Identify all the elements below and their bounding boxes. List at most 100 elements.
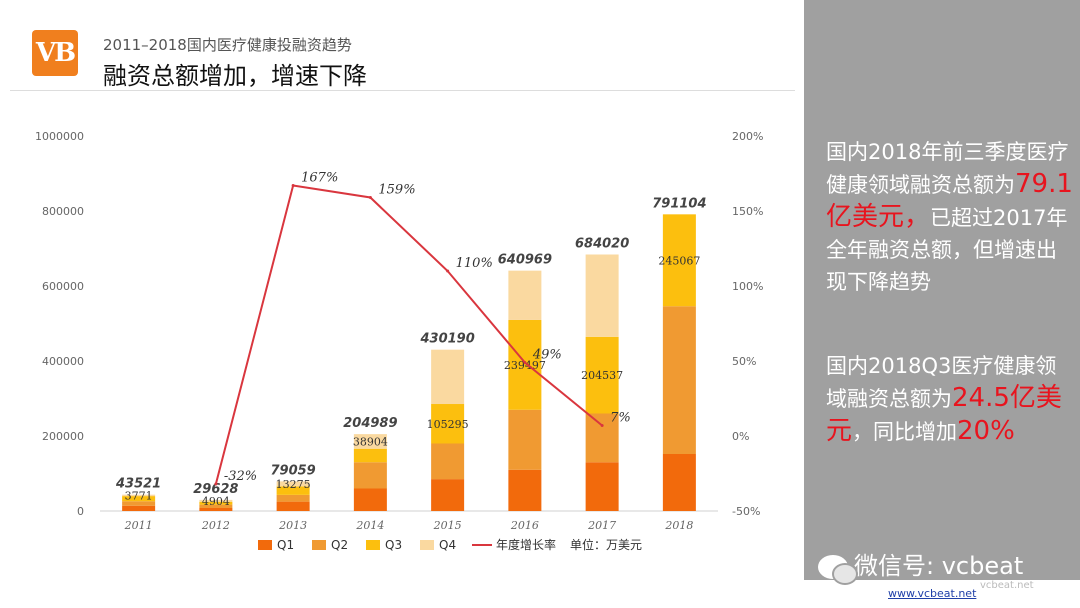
bar-q4 <box>431 349 465 405</box>
x-tick-label: 2018 <box>664 519 693 532</box>
x-tick-label: 2015 <box>433 519 462 532</box>
bar-q4 <box>199 499 233 502</box>
slide-subtitle: 2011–2018国内医疗健康投融资趋势 <box>103 36 352 54</box>
bar-q3 <box>508 319 542 410</box>
summary-text: 国内2018Q3医疗健康领域融资总额为 <box>826 354 1057 411</box>
y-tick-label: 600000 <box>42 280 84 293</box>
growth-rate-point <box>600 424 604 427</box>
x-tick-label: 2012 <box>201 519 230 532</box>
bar-q2 <box>585 413 619 463</box>
bar-q1 <box>662 454 696 511</box>
bar-segment-label: 13275 <box>276 478 311 491</box>
bar-q2 <box>276 494 310 502</box>
bar-segment-label: 204537 <box>581 369 623 382</box>
summary-paragraph-2: 国内2018Q3医疗健康领域融资总额为24.5亿美元，同比增加20% <box>826 350 1076 448</box>
bar-q1 <box>508 469 542 511</box>
bar-q4 <box>122 494 156 497</box>
bar-total-label: 430190 <box>419 332 474 347</box>
watermark-small: vcbeat.net <box>980 580 1034 591</box>
legend-label: Q2 <box>331 538 348 552</box>
growth-rate-point <box>523 361 527 364</box>
bar-segment-label: 245067 <box>658 254 700 267</box>
bar-total-label: 640969 <box>498 253 552 268</box>
y-tick-label: 0 <box>77 505 84 518</box>
bar-total-label: 684020 <box>575 236 629 251</box>
watermark-text: 微信号: vcbeat <box>854 552 1024 580</box>
bar-q3 <box>122 496 156 502</box>
bar-total-label: 791104 <box>652 196 706 211</box>
x-tick-label: 2017 <box>587 519 616 532</box>
wechat-watermark: 微信号: vcbeat <box>818 546 1024 585</box>
y2-tick-label: 200% <box>732 130 763 143</box>
bar-q2 <box>122 501 156 506</box>
bar-q3 <box>662 214 696 307</box>
bar-q1 <box>199 508 233 511</box>
legend-swatch-q4 <box>420 540 434 550</box>
bar-q1 <box>585 462 619 511</box>
bar-q2 <box>431 443 465 480</box>
bar-q1 <box>276 501 310 511</box>
x-tick-label: 2011 <box>124 519 153 532</box>
bar-segment-label: 4904 <box>202 495 230 508</box>
x-tick-label: 2016 <box>510 519 539 532</box>
bar-segment-label: 239497 <box>504 359 546 372</box>
y2-tick-label: 0% <box>732 430 749 443</box>
bar-q4 <box>276 481 310 487</box>
footer-link[interactable]: www.vcbeat.net <box>888 587 977 600</box>
bar-q3 <box>431 404 465 444</box>
slide-title: 融资总额增加，增速下降 <box>103 62 367 90</box>
growth-rate-point <box>291 184 295 187</box>
bar-total-label: 43521 <box>115 477 161 492</box>
legend-swatch-q3 <box>366 540 380 550</box>
legend-label: 年度增长率 <box>496 537 556 552</box>
y-tick-label: 800000 <box>42 205 84 218</box>
y-tick-label: 1000000 <box>35 130 84 143</box>
y-tick-label: 400000 <box>42 355 84 368</box>
vcbeat-logo: VB <box>32 30 78 76</box>
bar-q3 <box>276 486 310 495</box>
bar-total-label: 79059 <box>271 463 316 478</box>
highlight-percent: 20% <box>957 416 1015 446</box>
legend-swatch-q1 <box>258 540 272 550</box>
bar-segment-label: 38904 <box>353 435 388 448</box>
summary-paragraph-1: 国内2018年前三季度医疗健康领域融资总额为79.1亿美元，已超过2017年全年… <box>826 136 1076 298</box>
bar-q2 <box>199 504 233 508</box>
x-tick-label: 2014 <box>355 519 384 532</box>
financing-chart: 0 200000 400000 600000 800000 1000000 -50% 0% 50… <box>35 130 763 552</box>
highlight-amount: 79.1亿美元， <box>826 169 1073 232</box>
growth-rate-label: 49% <box>532 348 562 363</box>
bar-total-label: 29628 <box>193 482 238 497</box>
bar-q1 <box>353 488 387 511</box>
bar-q2 <box>353 462 387 489</box>
y2-tick-label: 100% <box>732 280 763 293</box>
growth-rate-label: 7% <box>610 411 631 426</box>
wechat-icon <box>818 555 858 585</box>
growth-rate-point <box>368 196 372 199</box>
summary-text: ，同比增加 <box>852 420 958 444</box>
bar-q4 <box>508 270 542 320</box>
y2-tick-label: -50% <box>732 505 760 518</box>
bar-q1 <box>431 479 465 511</box>
bar-q3 <box>353 448 387 463</box>
bar-q4 <box>585 254 619 337</box>
growth-rate-label: 167% <box>301 171 338 186</box>
legend-swatch-q2 <box>312 540 326 550</box>
y2-tick-label: 150% <box>732 205 763 218</box>
bar-q3 <box>585 336 619 414</box>
highlight-amount: 24.5亿美元 <box>826 383 1062 446</box>
summary-text: 已超过2017年全年融资总额，但增速出现下降趋势 <box>826 206 1068 294</box>
bar-segment-label: 105295 <box>427 418 469 431</box>
growth-rate-point <box>446 269 450 273</box>
summary-text: 国内2018年前三季度医疗健康领域融资总额为 <box>826 140 1069 197</box>
bar-q1 <box>122 505 156 511</box>
bar-q2 <box>508 409 542 470</box>
growth-rate-label: 110% <box>456 256 493 271</box>
summary-panel: 国内2018年前三季度医疗健康领域融资总额为79.1亿美元，已超过2017年全年… <box>804 0 1080 580</box>
bar-q3 <box>199 501 233 505</box>
bar-segment-label: 3771 <box>125 489 153 502</box>
bar-q2 <box>662 306 696 454</box>
bar-total-label: 204989 <box>343 416 397 431</box>
growth-rate-label: -32% <box>224 469 257 484</box>
bar-q4 <box>353 434 387 449</box>
growth-rate-point <box>214 482 218 486</box>
